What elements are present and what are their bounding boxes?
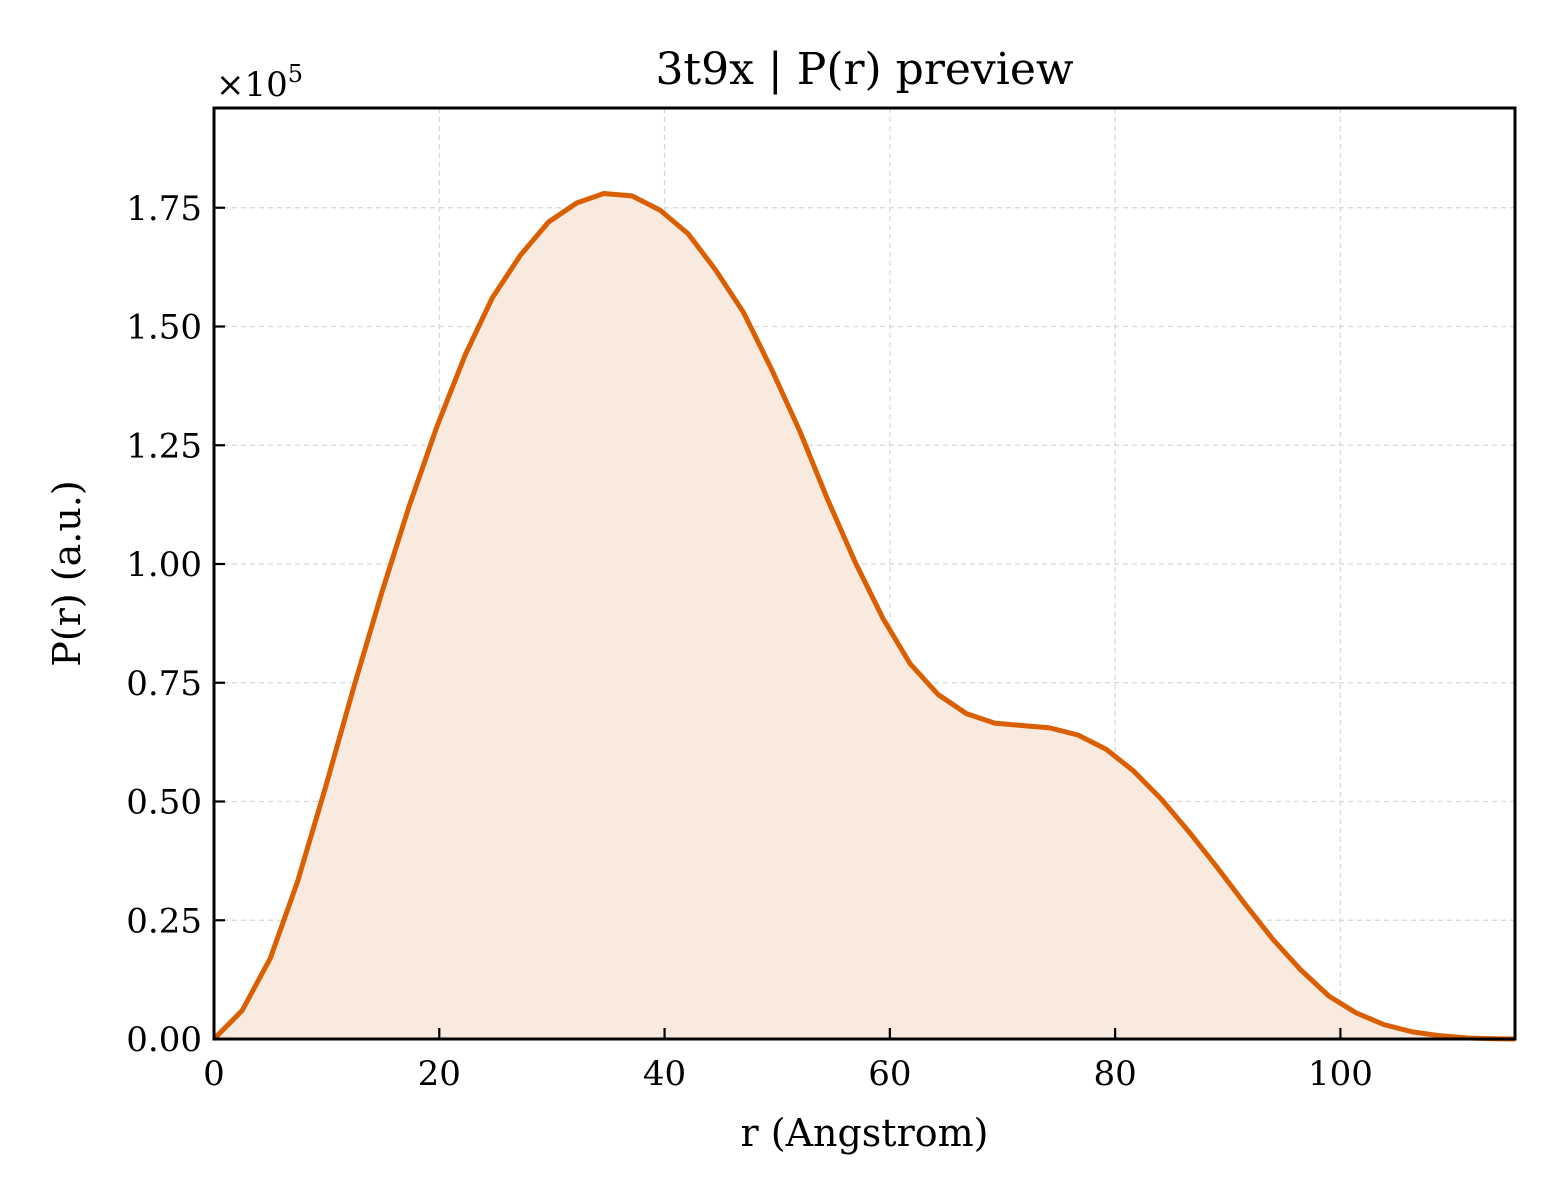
x-tick-label: 60 xyxy=(868,1054,911,1094)
x-tick-label: 20 xyxy=(418,1054,461,1094)
y-tick-label: 0.25 xyxy=(126,901,202,941)
plot-frame xyxy=(212,106,1517,1041)
y-tick-label: 1.50 xyxy=(126,308,202,348)
y-tick-label: 1.00 xyxy=(126,545,202,585)
x-tick-label: 0 xyxy=(203,1054,225,1094)
y-tick-label: 1.75 xyxy=(126,189,202,229)
x-tick-label: 100 xyxy=(1308,1054,1373,1094)
y-axis-label: P(r) (a.u.) xyxy=(45,480,89,666)
x-tick-label: 40 xyxy=(643,1054,686,1094)
chart-title: 3t9x | P(r) preview xyxy=(655,44,1073,95)
y-axis-offset-base: ×10 xyxy=(216,65,288,105)
x-axis-ticks: 0 20 40 60 80 100 xyxy=(203,1028,1373,1094)
y-axis-ticks: 0.00 0.25 0.50 0.75 1.00 1.25 1.50 1.75 xyxy=(126,189,225,1060)
series-line xyxy=(212,191,1516,1042)
y-tick-label: 1.25 xyxy=(126,426,202,466)
x-tick-label: 80 xyxy=(1093,1054,1136,1094)
y-tick-label: 0.50 xyxy=(126,783,202,823)
area-fill xyxy=(214,193,1515,1039)
x-axis-label: r (Angstrom) xyxy=(741,1111,989,1155)
y-axis-offset-exponent: 5 xyxy=(288,60,303,88)
y-axis-offset-label: ×105 xyxy=(216,60,303,105)
y-tick-label: 0.00 xyxy=(126,1020,202,1060)
y-tick-label: 0.75 xyxy=(126,664,202,704)
